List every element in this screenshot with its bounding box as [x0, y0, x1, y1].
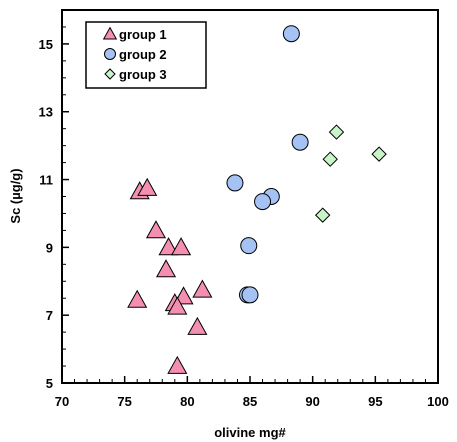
x-tick-label: 75	[117, 394, 131, 409]
legend: group 1 group 2 group 3	[85, 21, 207, 89]
x-tick-label: 90	[305, 394, 319, 409]
legend-label: group 1	[119, 27, 167, 42]
series-group-3	[314, 124, 387, 223]
legend-marker-group-3	[104, 68, 116, 80]
group-1-point	[187, 316, 208, 335]
y-tick-label: 15	[39, 37, 53, 52]
group-2-point	[254, 193, 272, 211]
axis-tick-labels: 70 75 80 85 90 95 100 5 7 9 11 13 15	[39, 37, 449, 409]
group-1-point	[145, 220, 167, 239]
group-1-point	[192, 279, 213, 298]
group-2-point	[282, 25, 300, 43]
legend-item-group-3: group 3	[104, 67, 167, 82]
y-tick-label: 9	[46, 240, 53, 255]
group-2-point	[240, 237, 258, 255]
y-axis-title: Sc (µg/g)	[8, 168, 23, 223]
group-1-point	[167, 355, 188, 374]
y-tick-label: 5	[46, 376, 53, 391]
group-3-point	[314, 207, 331, 223]
legend-item-group-1: group 1	[102, 26, 167, 42]
x-tick-label: 70	[55, 394, 69, 409]
group-1-point	[127, 289, 148, 308]
group-1-point	[171, 237, 192, 256]
group-1-point	[167, 296, 188, 315]
legend-item-group-2: group 2	[104, 47, 167, 62]
legend-label: group 3	[119, 67, 167, 82]
data-points	[127, 25, 387, 374]
legend-label: group 2	[119, 47, 167, 62]
group-2-point	[291, 133, 309, 151]
y-tick-label: 7	[46, 308, 53, 323]
axis-ticks	[61, 26, 439, 384]
y-tick-label: 11	[39, 173, 53, 188]
x-tick-label: 100	[427, 394, 449, 409]
group-3-point	[322, 151, 338, 167]
x-axis-title: olivine mg#	[214, 425, 286, 440]
series-group-2	[226, 25, 309, 304]
x-tick-label: 85	[243, 394, 257, 409]
legend-marker-group-1	[102, 26, 118, 40]
group-1-point	[158, 237, 179, 256]
series-group-1	[127, 177, 213, 374]
group-1-point	[137, 177, 158, 196]
group-3-point	[328, 124, 345, 140]
y-tick-label: 13	[39, 105, 53, 120]
group-2-point	[241, 286, 259, 304]
group-1-point	[155, 259, 177, 278]
group-3-point	[371, 146, 387, 162]
legend-marker-group-2	[104, 48, 116, 60]
x-tick-label: 80	[180, 394, 194, 409]
group-2-point	[226, 174, 244, 192]
x-tick-label: 95	[368, 394, 382, 409]
